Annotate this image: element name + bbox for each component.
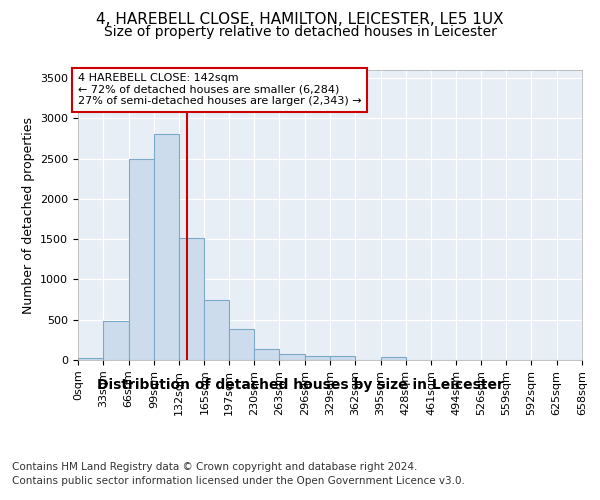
Bar: [154, 134, 179, 360]
Text: Size of property relative to detached houses in Leicester: Size of property relative to detached ho…: [104, 25, 496, 39]
Bar: [103, 322, 128, 360]
Bar: [305, 356, 330, 360]
Text: Contains public sector information licensed under the Open Government Licence v3: Contains public sector information licen…: [12, 476, 465, 486]
Text: 4 HAREBELL CLOSE: 142sqm
← 72% of detached houses are smaller (6,284)
27% of sem: 4 HAREBELL CLOSE: 142sqm ← 72% of detach…: [78, 73, 362, 106]
Bar: [254, 348, 280, 360]
Bar: [78, 358, 103, 360]
Bar: [229, 328, 254, 360]
Bar: [205, 300, 229, 360]
Text: Distribution of detached houses by size in Leicester: Distribution of detached houses by size …: [97, 378, 503, 392]
Text: 4, HAREBELL CLOSE, HAMILTON, LEICESTER, LE5 1UX: 4, HAREBELL CLOSE, HAMILTON, LEICESTER, …: [96, 12, 504, 28]
Bar: [128, 158, 154, 360]
Bar: [380, 357, 406, 360]
Bar: [330, 356, 355, 360]
Y-axis label: Number of detached properties: Number of detached properties: [22, 116, 35, 314]
Bar: [179, 238, 205, 360]
Text: Contains HM Land Registry data © Crown copyright and database right 2024.: Contains HM Land Registry data © Crown c…: [12, 462, 418, 472]
Bar: [280, 354, 305, 360]
